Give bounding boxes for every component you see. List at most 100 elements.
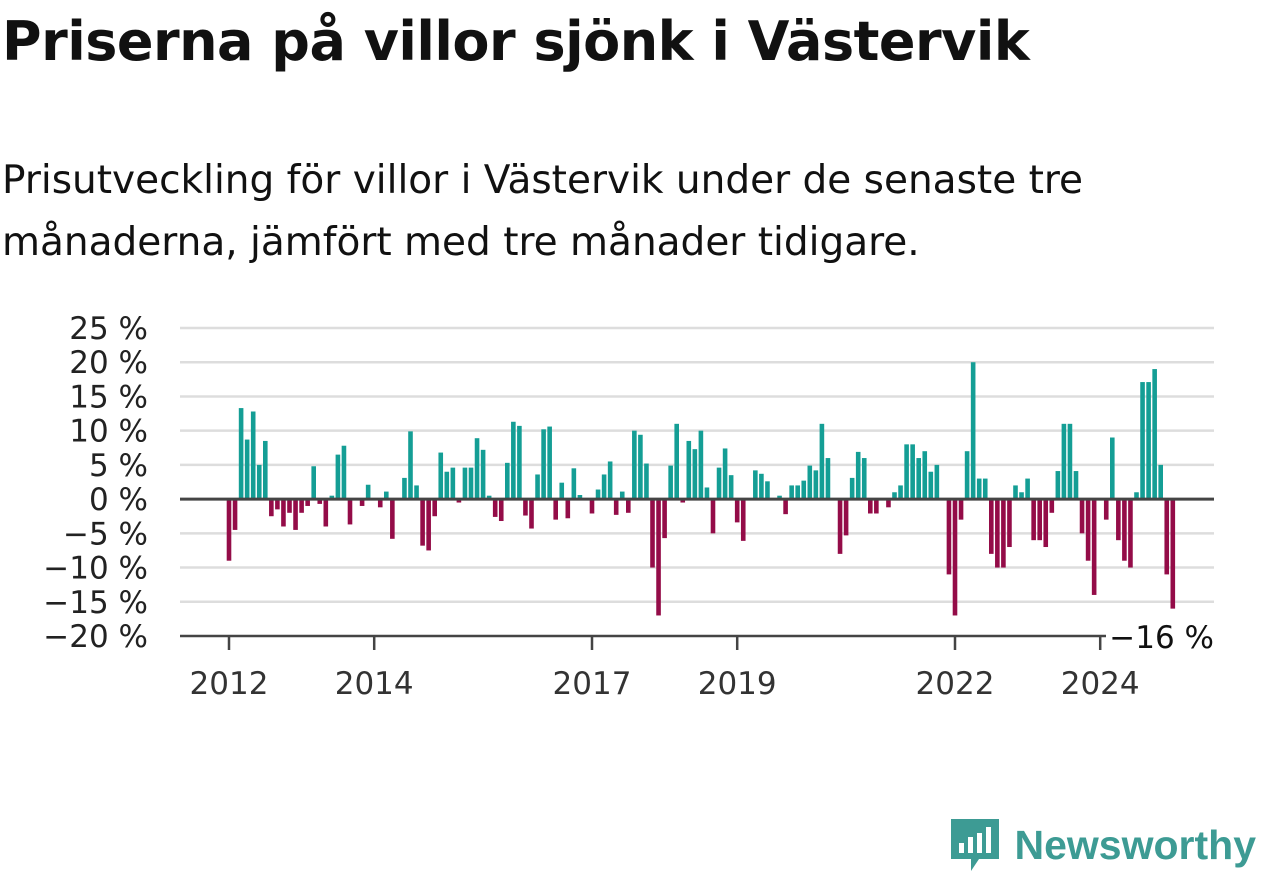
bar — [807, 465, 813, 500]
bar — [1170, 499, 1176, 609]
bar — [565, 499, 571, 519]
bar — [934, 464, 940, 500]
bar — [299, 499, 304, 513]
axes — [180, 497, 1214, 638]
bar — [868, 499, 873, 514]
bar — [517, 425, 522, 500]
bar — [843, 499, 849, 536]
bar — [232, 499, 238, 530]
bar — [281, 499, 286, 527]
bar — [1073, 471, 1079, 500]
bar — [964, 451, 970, 500]
bar — [577, 495, 583, 500]
bar — [275, 499, 280, 510]
bar — [505, 462, 510, 500]
brand-logo: Newsworthy — [950, 819, 1256, 871]
bar — [444, 471, 450, 500]
bar — [1128, 499, 1133, 568]
x-axis-ticks: 2012 2014 2017 2019 2022 2024 — [190, 636, 1140, 702]
bar — [710, 499, 716, 534]
bar — [656, 499, 661, 616]
y-tick-label: 25 % — [69, 311, 148, 347]
x-tick-label: 2024 — [1061, 666, 1140, 702]
bar — [825, 458, 831, 500]
bar — [1061, 423, 1067, 500]
bar — [698, 430, 704, 500]
bar — [311, 466, 316, 500]
bar — [1122, 499, 1127, 561]
bar — [377, 499, 383, 508]
x-tick-label: 2012 — [190, 666, 269, 702]
bar — [1140, 382, 1145, 500]
bar — [426, 499, 431, 551]
bar — [982, 478, 988, 500]
bar — [359, 499, 365, 506]
bar — [365, 484, 371, 500]
bar — [692, 449, 698, 500]
bar — [335, 454, 341, 500]
bar — [958, 499, 964, 520]
bar — [1146, 382, 1151, 500]
bar — [795, 485, 800, 500]
bar — [1025, 478, 1030, 500]
bar — [716, 467, 722, 500]
bar — [595, 489, 601, 500]
bar — [704, 487, 710, 500]
bar — [1055, 471, 1061, 500]
bar — [668, 465, 673, 500]
chart-subtitle: Prisutveckling för villor i Västervik un… — [2, 158, 1084, 265]
bar — [305, 499, 310, 506]
bar — [922, 451, 928, 500]
bar — [438, 452, 444, 500]
bar — [898, 485, 903, 500]
bar — [638, 434, 643, 500]
bar — [607, 461, 613, 500]
bar-chart: 25 %20 %15 %10 %5 %0 %−5 %−10 %−15 %−20 … — [43, 311, 1214, 702]
bars — [226, 362, 1176, 616]
bar — [1091, 499, 1097, 595]
bar — [269, 499, 274, 517]
bar — [632, 430, 637, 500]
bar — [946, 499, 952, 575]
bar — [456, 499, 462, 503]
bar — [559, 482, 565, 500]
bar — [1158, 464, 1163, 500]
bar — [1019, 492, 1024, 500]
bar — [571, 468, 577, 500]
chart-title: Priserna på villor sjönk i Västervik — [2, 10, 1030, 73]
bar — [462, 467, 468, 500]
bar — [390, 499, 395, 539]
bar — [601, 474, 607, 500]
bar — [892, 492, 897, 500]
bar — [904, 444, 909, 500]
bar — [589, 499, 595, 514]
bar — [384, 491, 389, 500]
y-tick-label: −15 % — [43, 585, 148, 621]
bar — [1164, 499, 1170, 575]
bar — [783, 499, 788, 515]
y-tick-label: 10 % — [69, 414, 148, 450]
bar — [886, 499, 891, 508]
bar — [329, 495, 335, 500]
bar — [874, 499, 879, 514]
bar — [801, 480, 807, 500]
bar — [662, 499, 667, 539]
y-tick-label: −20 % — [43, 619, 148, 655]
bar — [789, 485, 794, 500]
bar — [813, 470, 819, 500]
bar — [323, 499, 329, 527]
bar — [523, 499, 528, 516]
bar — [256, 464, 262, 500]
bar — [619, 491, 625, 500]
bar — [432, 499, 437, 517]
bar — [680, 499, 686, 503]
bar — [1152, 369, 1157, 500]
bar — [728, 475, 734, 500]
bar — [650, 499, 655, 568]
bar — [1013, 485, 1018, 500]
y-tick-label: −5 % — [63, 516, 148, 552]
bar — [511, 421, 516, 500]
bar — [250, 411, 256, 500]
bar — [420, 499, 425, 546]
bar — [916, 458, 921, 500]
